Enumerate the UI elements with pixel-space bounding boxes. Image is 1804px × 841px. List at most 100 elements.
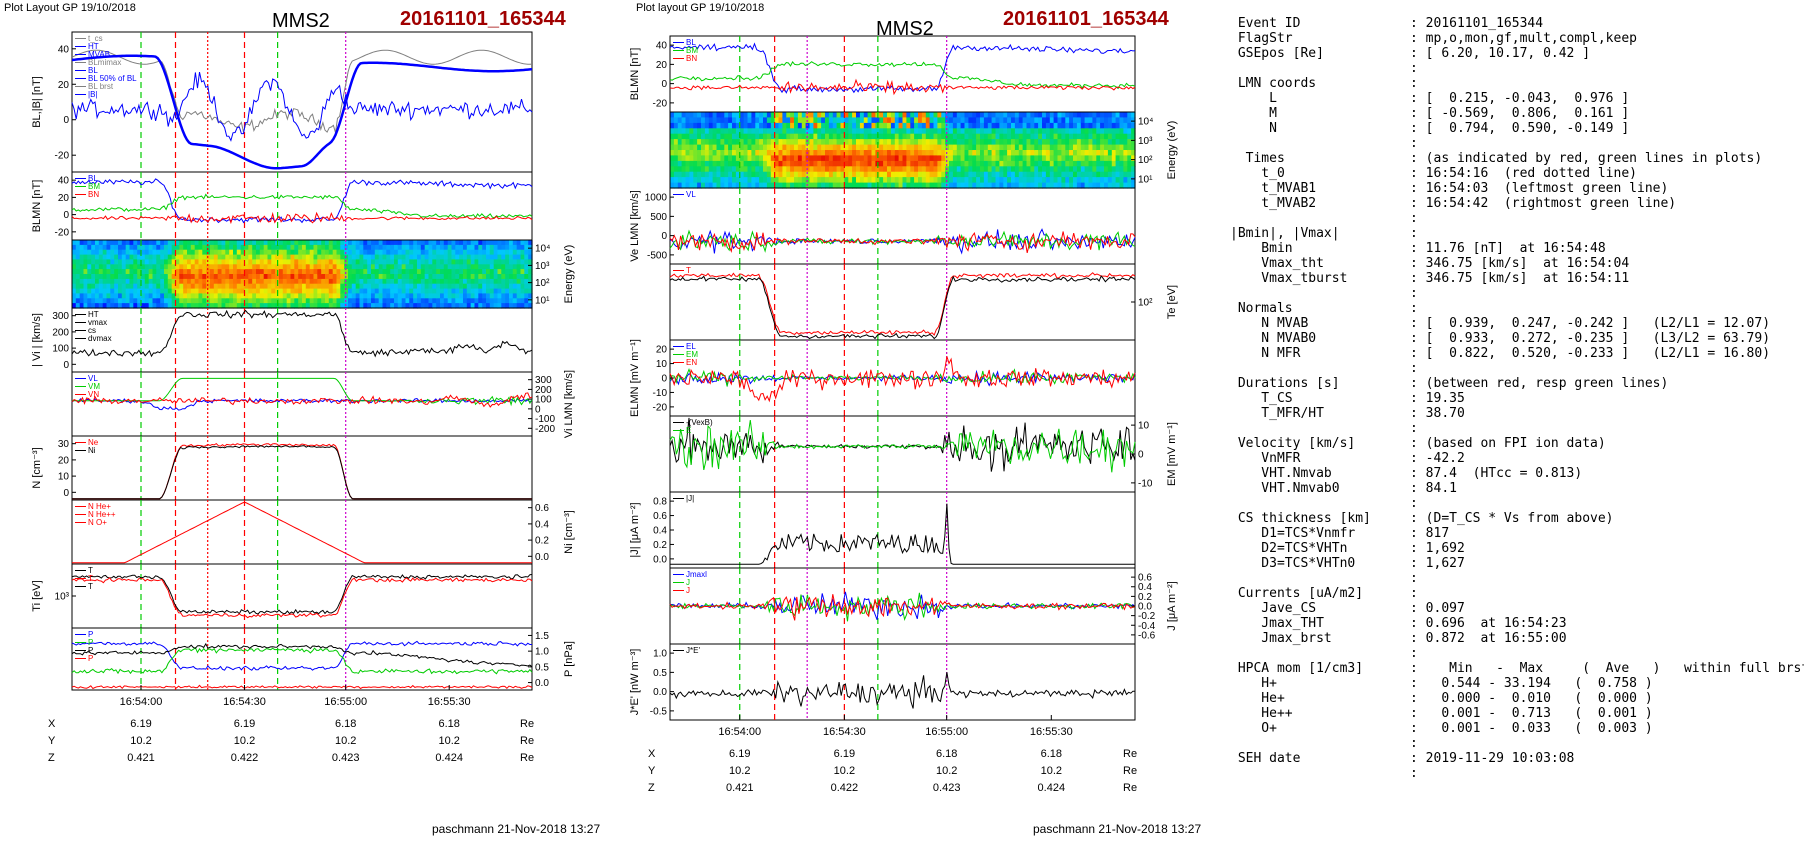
spectrogram-cell — [202, 293, 207, 299]
spectrogram-cell — [782, 112, 787, 118]
spectrogram-cell — [1084, 139, 1090, 146]
spectrogram-cell — [708, 155, 714, 162]
spectrogram-cell — [972, 155, 977, 162]
spectrogram-cell — [921, 133, 927, 140]
spectrogram-cell — [670, 133, 675, 140]
spectrogram-cell — [489, 254, 495, 261]
spectrogram-cell — [359, 278, 364, 285]
spectrogram-cell — [751, 139, 756, 146]
spectrogram-cell — [382, 278, 387, 285]
spectrogram-cell — [394, 274, 399, 280]
spectrogram-cell — [171, 244, 177, 251]
spectrogram-cell — [797, 112, 803, 118]
y-tick-label: 0.4 — [1138, 582, 1152, 593]
spectrogram-cell — [359, 269, 364, 275]
spectrogram-cell — [848, 133, 853, 140]
spectrogram-cell — [941, 117, 946, 124]
spectrogram-cell — [832, 177, 838, 184]
spectrogram-cell — [309, 288, 315, 295]
spectrogram-cell — [344, 249, 349, 256]
spectrogram-cell — [443, 240, 449, 246]
spectrogram-cell — [828, 177, 834, 184]
spectrogram-cell — [447, 288, 453, 295]
spectrogram-cell — [509, 283, 514, 290]
spectrogram-cell — [929, 144, 935, 151]
spectrogram-cell — [229, 264, 234, 270]
spectrogram-cell — [1107, 122, 1113, 129]
spectrogram-cell — [1014, 166, 1020, 173]
spectrogram-cell — [263, 264, 269, 270]
spectrogram-cell — [486, 249, 491, 256]
spectrogram-cell — [1022, 166, 1028, 173]
spectrogram-cell — [1061, 166, 1066, 173]
spectrogram-cell — [417, 259, 422, 265]
spectrogram-cell — [282, 278, 288, 285]
spectrogram-cell — [1119, 133, 1124, 140]
ephemeris-unit: Re — [1123, 748, 1137, 760]
spectrogram-cell — [983, 122, 989, 129]
spectrogram-cell — [279, 298, 284, 304]
spectrogram-cell — [1131, 139, 1136, 146]
spectrogram-cell — [160, 244, 165, 251]
spectrogram-cell — [489, 244, 495, 251]
ephemeris-name: X — [648, 748, 656, 760]
spectrogram-cell — [1131, 122, 1136, 129]
spectrogram-cell — [328, 259, 334, 265]
spectrogram-cell — [1049, 150, 1055, 156]
spectrogram-cell — [528, 254, 533, 261]
spectrogram-cell — [363, 254, 368, 261]
spectrogram-cell — [794, 166, 799, 173]
spectrogram-cell — [183, 278, 188, 285]
spectrogram-cell — [956, 112, 962, 118]
spectrogram-cell — [91, 293, 96, 299]
spectrogram-cell — [489, 283, 495, 290]
spectrogram-cell — [148, 240, 154, 246]
spectrogram-cell — [187, 259, 192, 265]
spectrogram-cell — [708, 160, 714, 167]
y-tick-label: 0 — [63, 210, 69, 221]
spectrogram-cell — [520, 249, 525, 256]
spectrogram-cell — [1003, 144, 1008, 151]
spectrogram-cell — [509, 259, 514, 265]
spectrogram-cell — [836, 139, 842, 146]
spectrogram-cell — [732, 155, 737, 162]
spectrogram-cell — [763, 112, 768, 118]
spectrogram-cell — [451, 283, 456, 290]
spectrogram-cell — [221, 293, 226, 299]
spectrogram-cell — [1014, 144, 1020, 151]
spectrogram-cell — [133, 293, 138, 299]
spectrogram-cell — [509, 269, 514, 275]
spectrogram-cell — [972, 171, 977, 178]
spectrogram-cell — [505, 274, 510, 280]
spectrogram-cell — [1084, 112, 1090, 118]
spectrogram-cell — [918, 122, 923, 129]
spectrogram-cell — [279, 249, 284, 256]
spectrogram-cell — [137, 278, 142, 285]
spectrogram-cell — [782, 139, 787, 146]
spectrogram-cell — [898, 133, 904, 140]
spectrogram-cell — [236, 293, 242, 299]
y-tick-label: 0.2 — [653, 540, 667, 551]
spectrogram-cell — [505, 244, 510, 251]
spectrogram-cell — [1057, 182, 1062, 189]
spectrogram-cell — [995, 128, 1000, 135]
spectrogram-cell — [386, 283, 391, 290]
spectrogram-cell — [520, 298, 525, 304]
spectrogram-cell — [1061, 117, 1066, 124]
spectrogram-cell — [378, 274, 384, 280]
spectrogram-cell — [133, 288, 138, 295]
series-red-line — [71, 392, 533, 408]
spectrogram-cell — [910, 160, 915, 167]
spectrogram-cell — [328, 274, 334, 280]
spectrogram-cell — [902, 139, 907, 146]
spectrogram-cell — [929, 166, 935, 173]
spectrogram-cell — [999, 177, 1004, 184]
spectrogram-cell — [836, 166, 842, 173]
spectrogram-cell — [102, 293, 108, 299]
spectrogram-cell — [840, 171, 845, 178]
spectrogram-cell — [813, 150, 818, 156]
spectrogram-cell — [271, 244, 276, 251]
spectrogram-cell — [436, 278, 441, 285]
spectrogram-cell — [952, 144, 958, 151]
